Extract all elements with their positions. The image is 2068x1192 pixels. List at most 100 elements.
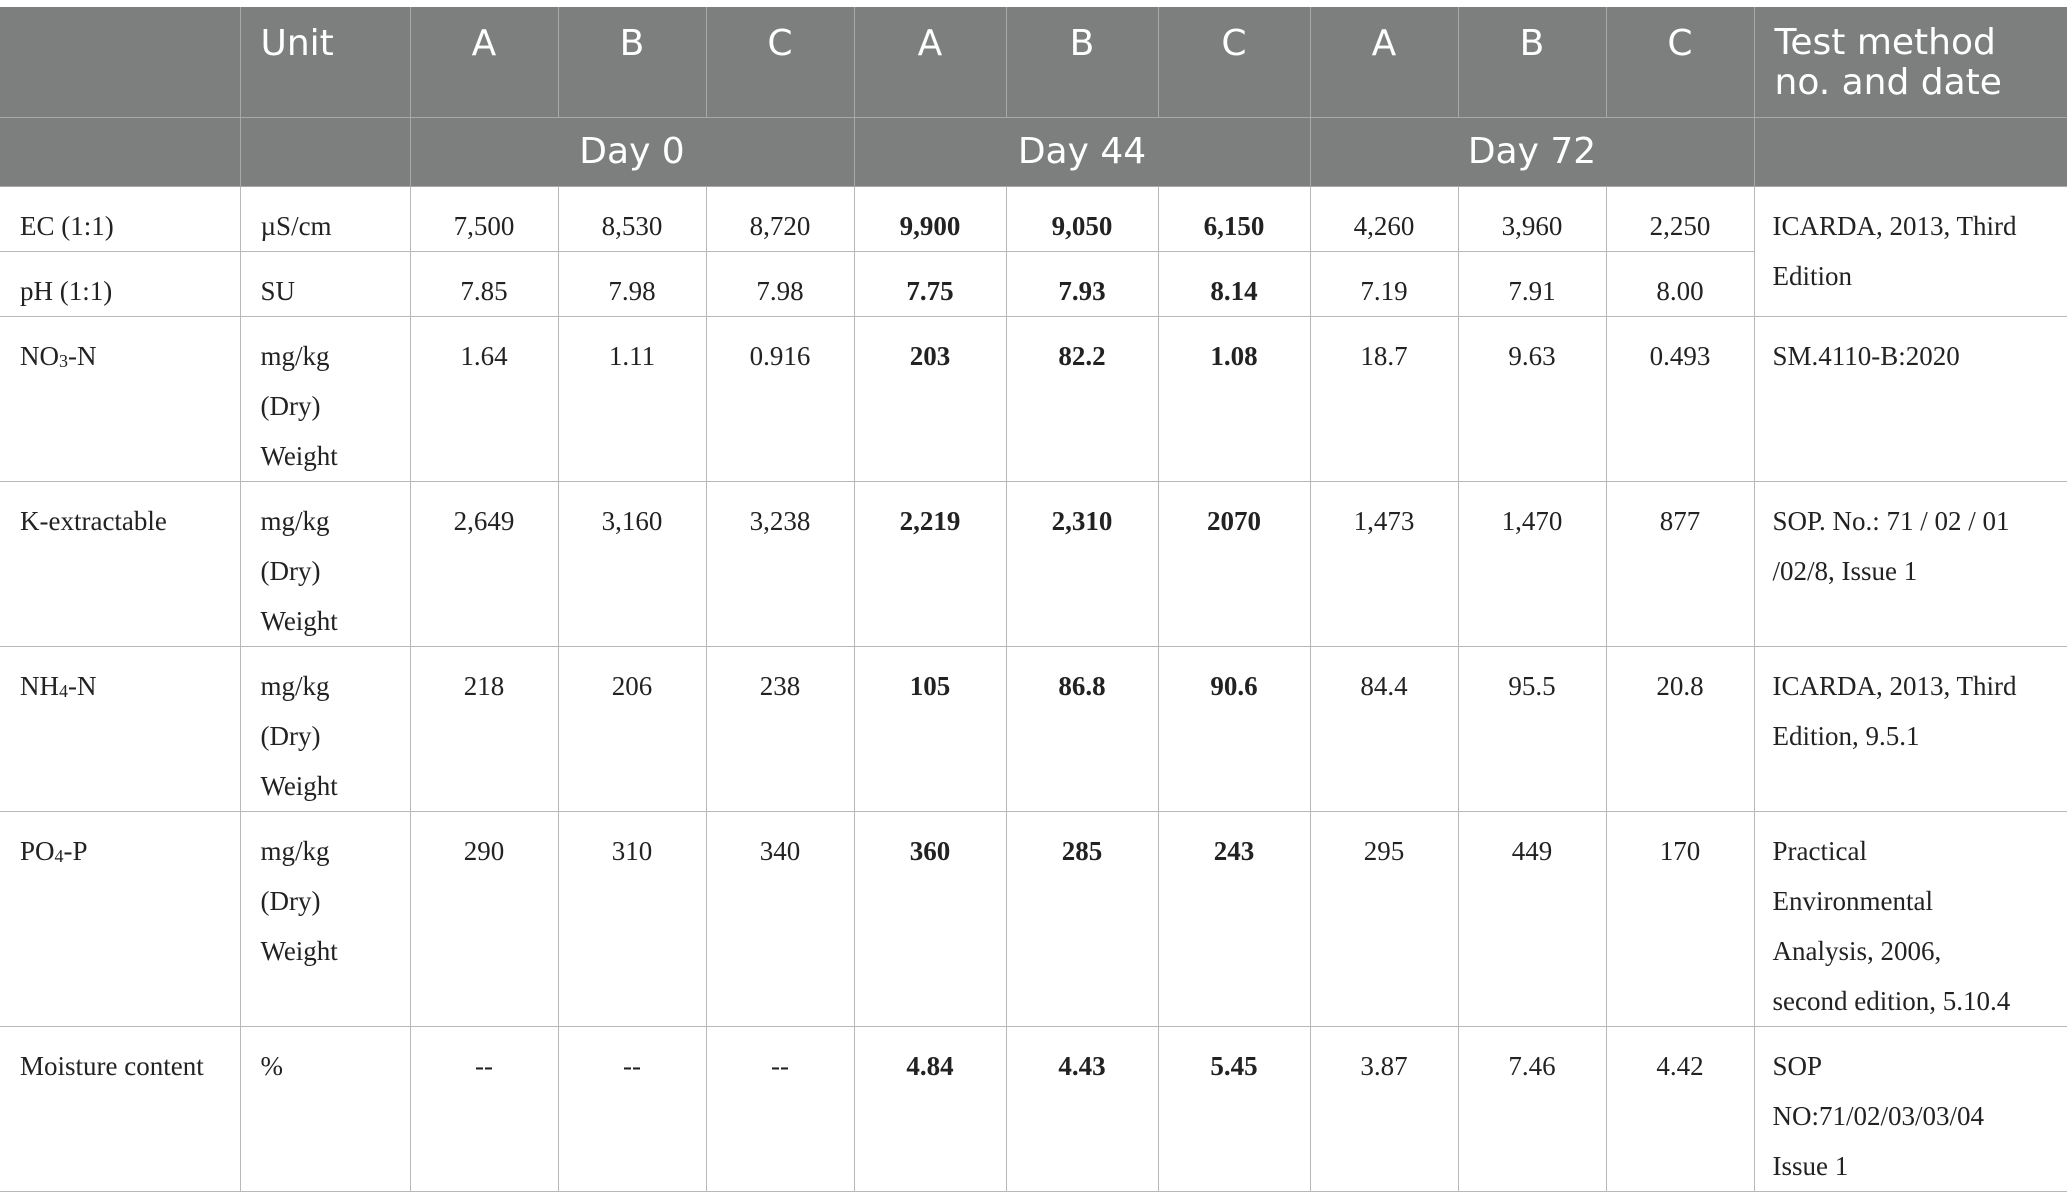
unit-line: mg/kg (260, 340, 330, 371)
param-subscript: 4 (54, 845, 64, 866)
header-empty-cell (240, 117, 411, 187)
header-col-b: B (558, 7, 707, 118)
unit-cell: µS/cm (239, 185, 411, 252)
value-cell: 3,960 (1457, 185, 1607, 252)
value-cell: 203 (853, 315, 1007, 482)
value-cell: 7.19 (1309, 250, 1459, 317)
unit-line: mg/kg (260, 670, 330, 701)
param-main: PO (20, 835, 55, 866)
header-col-c: C (706, 7, 855, 118)
header-day-0: Day 0 (410, 117, 855, 187)
unit-line: (Dry) (260, 720, 321, 751)
param-subscript: 3 (59, 350, 68, 371)
table-row-moisture: Moisture content % -- -- -- 4.84 4.43 5.… (0, 1025, 2067, 1192)
value-cell: 2,250 (1605, 185, 1755, 252)
value-cell: 218 (409, 645, 559, 812)
value-cell: 5.45 (1157, 1025, 1311, 1192)
value-cell: 4.43 (1005, 1025, 1159, 1192)
value-cell: 8,530 (557, 185, 707, 252)
param-rest: -P (63, 835, 88, 866)
method-line: SM.4110-B:2020 (1772, 340, 1960, 371)
header-col-c: C (1158, 7, 1311, 118)
method-line: Edition, 9.5.1 (1772, 720, 1920, 751)
header-test-method: Test method no. and date (1754, 7, 2067, 118)
param-label: pH (1:1) (0, 250, 241, 317)
unit-cell: mg/kg (Dry) Weight (239, 810, 411, 1027)
unit-cell: mg/kg (Dry) Weight (239, 645, 411, 812)
unit-line: (Dry) (260, 885, 321, 916)
method-cell: Practical Environmental Analysis, 2006, … (1753, 810, 2067, 1027)
value-cell: 8.00 (1605, 250, 1754, 317)
value-cell: 449 (1457, 810, 1607, 1027)
header-col-b: B (1458, 7, 1607, 118)
param-label: NH4-N (0, 645, 241, 812)
value-cell: 82.2 (1005, 315, 1159, 482)
value-cell: 18.7 (1309, 315, 1459, 482)
method-line: NO:71/02/03/03/04 (1772, 1100, 1985, 1131)
method-line: SOP. No.: 71 / 02 / 01 (1772, 505, 2010, 536)
table-row-po4p: PO4-P mg/kg (Dry) Weight 290 310 340 360… (0, 810, 2067, 1027)
value-cell: 6,150 (1157, 185, 1311, 252)
value-cell: 360 (853, 810, 1007, 1027)
value-cell: 2,310 (1005, 480, 1159, 647)
header-row-sample: Unit A B C A B C A B C Test method no. a… (0, 7, 2067, 118)
value-cell: 295 (1309, 810, 1459, 1027)
value-cell: 7.93 (1005, 250, 1159, 317)
table-row-k-extractable: K-extractable mg/kg (Dry) Weight 2,649 3… (0, 480, 2067, 647)
value-cell: 4.42 (1605, 1025, 1755, 1192)
param-label: Moisture content (0, 1025, 241, 1192)
header-day-44: Day 44 (854, 117, 1311, 187)
unit-line: Weight (260, 440, 338, 471)
value-cell: 9.63 (1457, 315, 1607, 482)
soil-analysis-table: Unit A B C A B C A B C Test method no. a… (0, 7, 2067, 1192)
value-cell: 0.493 (1605, 315, 1755, 482)
method-line: Practical (1772, 835, 1867, 866)
value-cell: 86.8 (1005, 645, 1159, 812)
param-rest: -N (68, 340, 97, 371)
unit-line: Weight (260, 605, 338, 636)
value-cell: 1,473 (1309, 480, 1459, 647)
value-cell: 2070 (1157, 480, 1311, 647)
value-cell: -- (705, 1025, 855, 1192)
value-cell: 238 (705, 645, 855, 812)
value-cell: 20.8 (1605, 645, 1755, 812)
unit-line: mg/kg (260, 835, 330, 866)
value-cell: 4.84 (853, 1025, 1007, 1192)
value-cell: 9,050 (1005, 185, 1159, 252)
method-cell: ICARDA, 2013, Third Edition (1753, 185, 2067, 317)
method-line: /02/8, Issue 1 (1772, 555, 1918, 586)
param-main: NH (20, 670, 59, 701)
value-cell: 290 (409, 810, 559, 1027)
header-col-a: A (854, 7, 1007, 118)
value-cell: 206 (557, 645, 707, 812)
method-line: second edition, 5.10.4 (1772, 985, 2011, 1016)
method-cell: SM.4110-B:2020 (1753, 315, 2067, 482)
value-cell: 2,219 (853, 480, 1007, 647)
param-rest: -N (68, 670, 97, 701)
param-main: NO (20, 340, 59, 371)
value-cell: 340 (705, 810, 855, 1027)
value-cell: 1.11 (557, 315, 707, 482)
param-label: PO4-P (0, 810, 241, 1027)
value-cell: 7,500 (409, 185, 559, 252)
value-cell: 3,238 (705, 480, 855, 647)
header-col-a: A (1310, 7, 1459, 118)
value-cell: 7.46 (1457, 1025, 1607, 1192)
unit-cell: mg/kg (Dry) Weight (239, 315, 411, 482)
value-cell: 3,160 (557, 480, 707, 647)
header-row-day: Day 0 Day 44 Day 72 (0, 117, 2067, 187)
value-cell: 0.916 (705, 315, 855, 482)
value-cell: 8.14 (1157, 250, 1311, 317)
value-cell: 7.85 (409, 250, 559, 317)
method-line: Environmental (1772, 885, 1933, 916)
unit-cell: mg/kg (Dry) Weight (239, 480, 411, 647)
value-cell: 1.08 (1157, 315, 1311, 482)
table-row-ph: pH (1:1) SU 7.85 7.98 7.98 7.75 7.93 8.1… (0, 250, 2067, 317)
value-cell: 285 (1005, 810, 1159, 1027)
header-unit: Unit (240, 7, 411, 118)
unit-line: mg/kg (260, 505, 330, 536)
value-cell: -- (409, 1025, 559, 1192)
value-cell: 7.75 (853, 250, 1007, 317)
value-cell: 7.91 (1457, 250, 1607, 317)
header-test-method-line2: no. and date (1774, 62, 2002, 103)
